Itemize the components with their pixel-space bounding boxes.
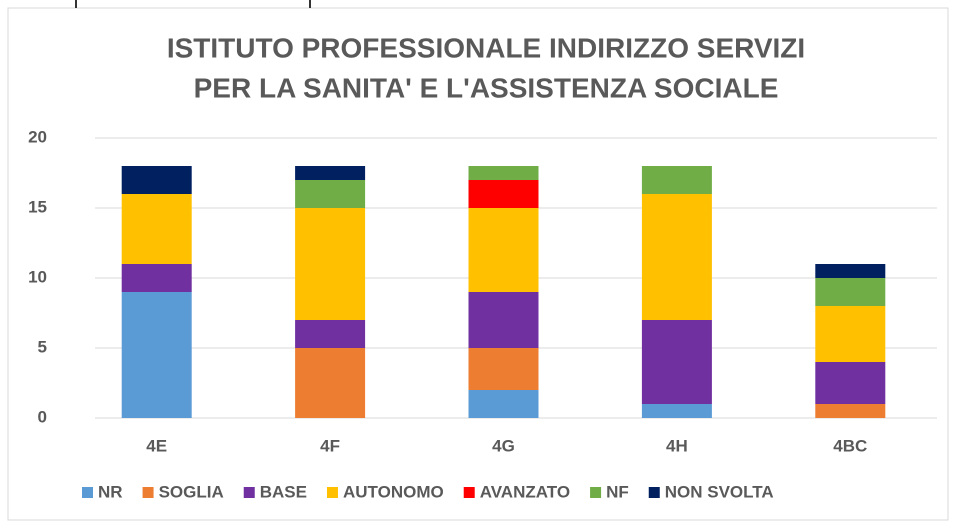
y-tick-label: 5 (38, 337, 47, 356)
bar-segment (121, 264, 192, 292)
bar-segment (468, 166, 539, 180)
legend-swatch (82, 487, 93, 498)
bar-segment (295, 166, 366, 180)
legend-swatch (243, 487, 255, 498)
legend-label: NR (98, 482, 123, 501)
bar-segment (815, 404, 886, 418)
bar-segment (815, 278, 886, 306)
legend-swatch (463, 487, 475, 498)
legend-label: NON SVOLTA (665, 482, 774, 501)
legend-swatch (590, 487, 602, 498)
chart-title: PER LA SANITA' E L'ASSISTENZA SOCIALE (194, 72, 779, 103)
bar-segment (121, 166, 192, 194)
legend-swatch (648, 487, 660, 498)
x-tick-label: 4G (492, 436, 515, 455)
bar-segment (468, 208, 539, 292)
legend-label: AVANZATO (480, 482, 570, 501)
legend-label: AUTONOMO (343, 482, 444, 501)
legend-swatch (326, 487, 338, 498)
bar-segment (295, 348, 366, 418)
chart-title: ISTITUTO PROFESSIONALE INDIRIZZO SERVIZI (167, 32, 805, 63)
bar-segment (641, 194, 712, 320)
x-tick-label: 4F (320, 436, 340, 455)
y-tick-label: 10 (28, 267, 47, 286)
y-tick-label: 20 (28, 127, 47, 146)
x-tick-label: 4BC (833, 436, 867, 455)
bar-segment (815, 362, 886, 404)
bar-segment (641, 320, 712, 404)
x-tick-label: 4E (146, 436, 167, 455)
y-tick-label: 15 (28, 197, 47, 216)
x-tick-label: 4H (666, 436, 688, 455)
y-tick-label: 0 (38, 407, 47, 426)
legend-swatch (142, 487, 154, 498)
bar-segment (641, 404, 712, 418)
legend-label: SOGLIA (159, 482, 224, 501)
bar-segment (295, 180, 366, 208)
bar-segment (468, 348, 539, 390)
bar-segment (468, 292, 539, 348)
legend-label: NF (606, 482, 629, 501)
bar-segment (468, 390, 539, 418)
bar-segment (815, 264, 886, 278)
bar-segment (295, 208, 366, 320)
bar-segment (468, 180, 539, 208)
bar-segment (121, 194, 192, 264)
legend-label: BASE (260, 482, 307, 501)
bar-segment (121, 292, 192, 418)
bar-segment (295, 320, 366, 348)
bar-segment (815, 306, 886, 362)
bar-segment (641, 166, 712, 194)
